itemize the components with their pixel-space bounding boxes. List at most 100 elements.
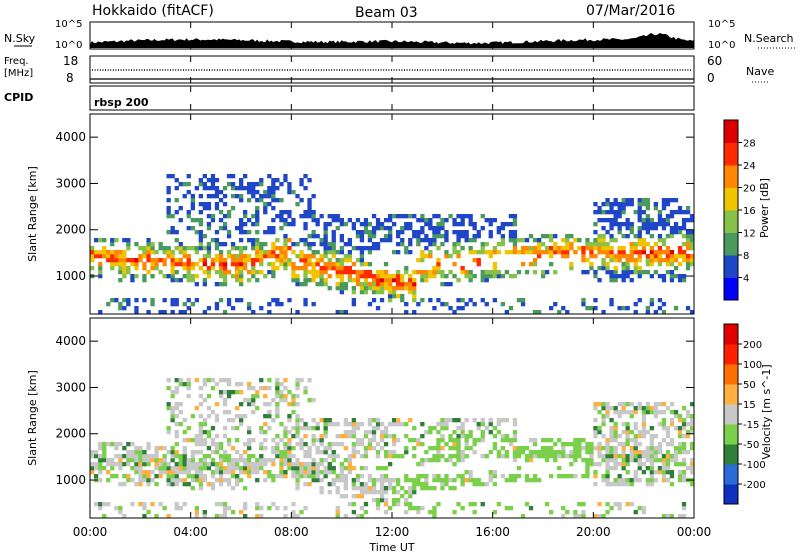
heatmap-cell xyxy=(335,506,340,511)
heatmap-cell xyxy=(299,470,304,475)
heatmap-cell xyxy=(383,510,389,515)
heatmap-cell xyxy=(331,450,336,455)
heatmap-cell xyxy=(239,222,244,227)
heatmap-cell xyxy=(488,254,493,259)
heatmap-cell xyxy=(311,234,316,239)
heatmap-cell xyxy=(339,290,344,295)
heatmap-cell xyxy=(657,470,663,475)
colorbar-tick-label: -100 xyxy=(743,460,766,471)
heatmap-cell xyxy=(230,182,236,187)
heatmap-cell xyxy=(279,466,284,471)
heatmap-cell xyxy=(520,298,526,303)
heatmap-cell xyxy=(621,202,626,207)
heatmap-cell xyxy=(299,446,304,451)
heatmap-cell xyxy=(573,450,578,455)
heatmap-cell xyxy=(432,506,437,511)
heatmap-cell xyxy=(251,386,256,391)
heatmap-cell xyxy=(681,226,687,231)
heatmap-cell xyxy=(436,258,441,263)
heatmap-cell xyxy=(452,454,457,459)
heatmap-cell xyxy=(190,226,195,231)
heatmap-cell xyxy=(206,434,212,439)
heatmap-cell xyxy=(198,426,203,431)
heatmap-cell xyxy=(388,274,393,279)
heatmap-cell xyxy=(673,446,679,451)
heatmap-cell xyxy=(122,238,127,243)
heatmap-cell xyxy=(665,202,671,207)
heatmap-cell xyxy=(681,514,687,519)
heatmap-cell xyxy=(255,190,260,195)
heatmap-cell xyxy=(593,406,598,411)
heatmap-cell xyxy=(307,470,312,475)
heatmap-cell xyxy=(311,214,316,219)
heatmap-cell xyxy=(404,226,409,231)
heatmap-cell xyxy=(432,454,437,459)
heatmap-cell xyxy=(154,458,159,463)
heatmap-cell xyxy=(295,482,300,487)
heatmap-cell xyxy=(267,414,272,419)
heatmap-cell xyxy=(661,422,667,427)
heatmap-cell xyxy=(396,422,401,427)
heatmap-cell xyxy=(339,474,344,479)
heatmap-cell xyxy=(194,442,199,447)
heatmap-cell xyxy=(420,278,425,283)
heatmap-cell xyxy=(685,266,691,271)
heatmap-cell xyxy=(202,438,207,443)
heatmap-cell xyxy=(392,294,397,299)
heatmap-cell xyxy=(166,514,171,519)
heatmap-cell xyxy=(283,234,288,239)
heatmap-cell xyxy=(239,382,244,387)
heatmap-cell xyxy=(94,450,99,455)
heatmap-cell xyxy=(371,246,377,251)
heatmap-cell xyxy=(516,454,522,459)
heatmap-cell xyxy=(424,274,429,279)
nsearch-label: N.Search xyxy=(744,32,794,45)
heatmap-cell xyxy=(673,414,679,419)
y-tick-label: 4000 xyxy=(55,130,86,144)
heatmap-cell xyxy=(303,262,308,267)
heatmap-cell xyxy=(291,474,296,479)
heatmap-cell xyxy=(677,246,683,251)
heatmap-cell xyxy=(214,194,220,199)
heatmap-cell xyxy=(186,174,191,179)
heatmap-cell xyxy=(279,210,284,215)
heatmap-cell xyxy=(681,446,687,451)
heatmap-cell xyxy=(222,202,228,207)
heatmap-cell xyxy=(464,454,469,459)
heatmap-cell xyxy=(557,438,562,443)
heatmap-cell xyxy=(440,218,445,223)
heatmap-cell xyxy=(351,270,356,275)
heatmap-cell xyxy=(267,402,272,407)
heatmap-cell xyxy=(327,454,332,459)
heatmap-cell xyxy=(214,246,220,251)
heatmap-cell xyxy=(613,198,618,203)
heatmap-cell xyxy=(323,282,328,287)
heatmap-cell xyxy=(198,422,203,427)
heatmap-cell xyxy=(267,470,272,475)
heatmap-cell xyxy=(661,418,667,423)
heatmap-cell xyxy=(645,430,650,435)
heatmap-cell xyxy=(520,238,526,243)
heatmap-cell xyxy=(319,438,324,443)
power-ylabel: Slant Range [km] xyxy=(26,166,39,262)
heatmap-cell xyxy=(271,190,276,195)
heatmap-cell xyxy=(681,474,687,479)
heatmap-cell xyxy=(178,506,183,511)
colorbar-tick-label: 8 xyxy=(743,251,749,262)
heatmap-cell xyxy=(444,474,449,479)
heatmap-cell xyxy=(512,218,518,223)
heatmap-cell xyxy=(182,450,187,455)
heatmap-cell xyxy=(432,486,437,491)
heatmap-cell xyxy=(186,262,191,267)
heatmap-cell xyxy=(396,234,401,239)
colorbar-swatch xyxy=(724,324,738,345)
heatmap-cell xyxy=(311,210,316,215)
heatmap-cell xyxy=(170,250,175,255)
heatmap-cell xyxy=(665,198,671,203)
heatmap-cell xyxy=(436,478,441,483)
heatmap-cell xyxy=(194,438,199,443)
heatmap-cell xyxy=(126,270,131,275)
heatmap-cell xyxy=(464,302,469,307)
heatmap-cell xyxy=(428,426,433,431)
heatmap-cell xyxy=(226,378,232,383)
